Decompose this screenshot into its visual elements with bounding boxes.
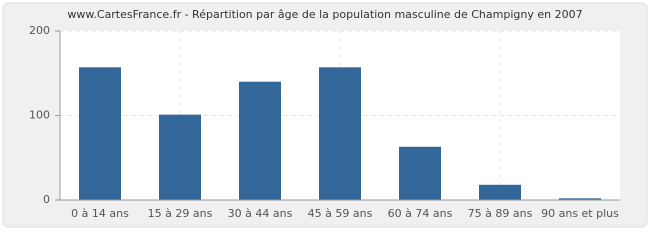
x-tick-label: 15 à 29 ans [148, 207, 213, 220]
bar [239, 81, 281, 200]
bar [159, 114, 201, 200]
y-tick-label: 100 [29, 109, 50, 122]
x-tick-label: 45 à 59 ans [308, 207, 373, 220]
y-tick-label: 200 [29, 24, 50, 37]
x-tick-label: 30 à 44 ans [228, 207, 293, 220]
bar [559, 198, 601, 200]
bar [79, 67, 121, 201]
chart-title: www.CartesFrance.fr - Répartition par âg… [67, 8, 582, 21]
bar [399, 146, 441, 200]
x-tick-label: 90 ans et plus [541, 207, 619, 220]
y-tick-label: 0 [43, 193, 50, 206]
x-tick-label: 60 à 74 ans [388, 207, 453, 220]
x-tick-label: 0 à 14 ans [71, 207, 129, 220]
bar [319, 67, 361, 201]
bar [479, 184, 521, 200]
page: www.CartesFrance.fr - Répartition par âg… [2, 2, 648, 228]
x-tick-label: 75 à 89 ans [468, 207, 533, 220]
chart: www.CartesFrance.fr - Répartition par âg… [2, 2, 648, 228]
